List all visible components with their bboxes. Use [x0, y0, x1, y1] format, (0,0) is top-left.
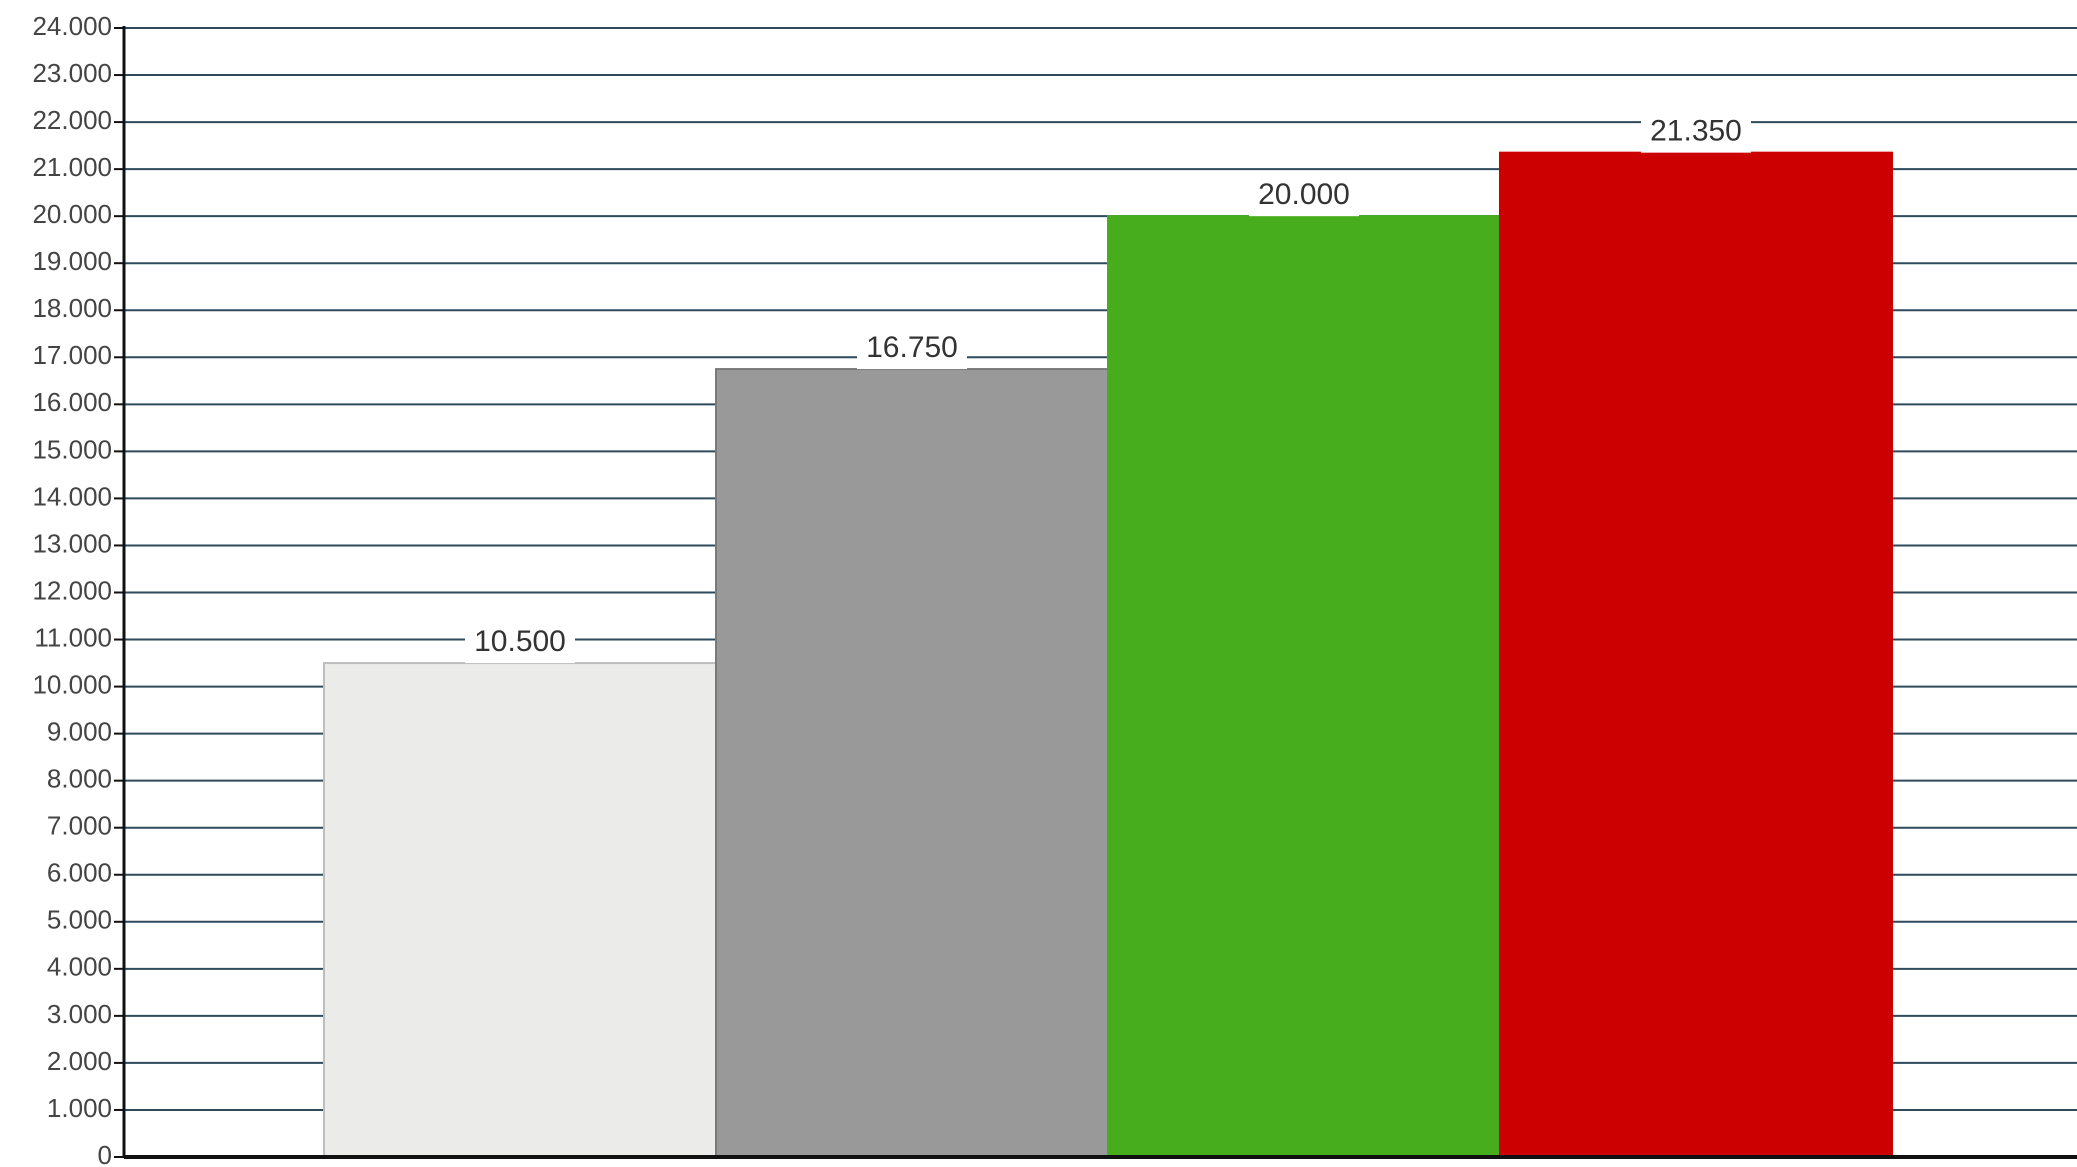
y-tick-label: 3.000 — [47, 999, 112, 1029]
y-tick-label: 17.000 — [32, 340, 112, 370]
y-tick-label: 7.000 — [47, 811, 112, 841]
y-tick-label: 21.000 — [32, 152, 112, 182]
y-tick-label: 11.000 — [34, 622, 112, 652]
data-label-background — [465, 623, 575, 664]
y-tick-label: 14.000 — [32, 481, 112, 511]
y-tick-label: 5.000 — [47, 905, 112, 935]
y-tick-label: 4.000 — [47, 952, 112, 982]
y-tick-label: 20.000 — [32, 199, 112, 229]
y-tick-label: 9.000 — [47, 717, 112, 747]
data-label: 16.750 — [866, 331, 958, 364]
y-tick-label: 24.000 — [32, 11, 112, 41]
data-label-background — [1249, 176, 1359, 217]
data-label: 10.500 — [474, 625, 566, 658]
y-tick-label: 0 — [98, 1140, 112, 1167]
data-label: 21.350 — [1650, 115, 1742, 148]
y-tick-label: 2.000 — [47, 1046, 112, 1076]
y-tick-label: 8.000 — [47, 764, 112, 794]
y-tick-label: 23.000 — [32, 58, 112, 88]
y-tick-label: 18.000 — [32, 293, 112, 323]
y-tick-label: 6.000 — [47, 858, 112, 888]
data-label-background — [1641, 112, 1751, 153]
bar — [323, 662, 717, 1158]
y-axis-ticks: 0 1.000 2.000 3.000 4.000 5.000 6.000 7.000 8.00… — [32, 11, 124, 1167]
bar — [1499, 151, 1893, 1159]
y-tick-label: 12.000 — [32, 575, 112, 605]
data-label-background — [857, 329, 967, 370]
y-tick-label: 10.000 — [32, 669, 112, 699]
axes — [122, 26, 2077, 1159]
bar — [715, 368, 1109, 1159]
y-tick-label: 16.000 — [32, 387, 112, 417]
bar — [1107, 215, 1501, 1158]
y-tick-label: 13.000 — [32, 528, 112, 558]
y-tick-label: 15.000 — [32, 434, 112, 464]
data-label: 20.000 — [1258, 178, 1350, 211]
data-labels: 10.500 16.750 20.000 21.350 — [465, 112, 1751, 664]
y-tick-label: 1.000 — [47, 1093, 112, 1123]
y-tick-label: 19.000 — [32, 246, 112, 276]
bars — [323, 151, 1893, 1159]
y-tick-label: 22.000 — [32, 105, 112, 135]
